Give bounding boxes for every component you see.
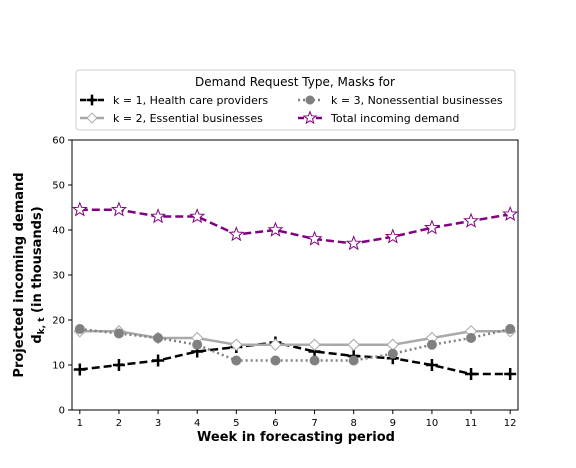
x-tick-label-7: 7 [311,418,317,429]
series-3-point-9 [387,348,398,359]
legend-label-2: k = 2, Essential businesses [113,112,263,125]
legend-label-4: Total incoming demand [330,112,459,125]
y-tick-label-10: 10 [52,361,65,372]
x-tick-label-3: 3 [155,418,161,429]
series-3-point-6 [270,355,281,366]
series-2-point-9 [386,338,400,351]
series-1 [73,336,517,380]
x-tick-label-6: 6 [272,418,278,429]
legend-label-1: k = 1, Health care providers [113,94,268,107]
x-axis: 1 2 3 4 5 6 7 8 9 10 11 12 [77,410,517,429]
series-3-point-3 [153,333,164,343]
x-tick-label-8: 8 [350,418,356,429]
series-3-point-7 [309,355,320,366]
series-1-point-11 [465,368,478,380]
series-1-point-3 [152,354,165,367]
series-4-point-2 [110,201,127,217]
series-3-point-4 [192,339,203,350]
y-tick-label-60: 60 [52,136,65,147]
y-tick-label-20: 20 [52,316,65,327]
x-tick-label-11: 11 [465,418,478,429]
series-3-point-12 [505,324,516,334]
series-1-point-10 [425,359,438,371]
y-axis-label-unit: (in thousands) [30,206,45,317]
legend-entry-1: k = 1, Health care providers [80,94,268,107]
series-4-point-11 [463,212,480,228]
series-1-point-2 [112,359,125,371]
x-tick-label-10: 10 [426,418,439,429]
series-2-point-7 [308,338,321,351]
series-4-point-5 [228,226,245,242]
legend-swatch-marker-2 [86,112,98,124]
series-2-point-5 [230,338,243,351]
series-line-2 [79,330,511,346]
series-4-point-12 [502,205,519,222]
series-4-point-4 [189,208,206,224]
series-2-point-8 [347,338,360,351]
series-4-point-6 [267,221,284,237]
x-tick-label-5: 5 [233,418,239,429]
series-layer [71,201,519,380]
y-axis-label-subscript: k, t [37,317,47,335]
legend-swatch-marker-3 [305,95,315,105]
series-1-point-1 [73,363,86,376]
x-tick-label-1: 1 [77,418,83,429]
x-tick-label-2: 2 [116,418,122,429]
y-axis-label-line2: dk, t (in thousands) [30,206,47,343]
legend-swatch-marker-4 [302,110,318,125]
x-axis-label: Week in forecasting period [197,430,395,445]
y-axis-label: Projected incoming demand dk, t (in thou… [12,172,47,377]
series-2-point-6 [269,338,282,351]
x-tick-label-9: 9 [390,418,396,429]
series-4-point-8 [345,235,362,251]
series-3-point-2 [113,328,124,339]
x-tick-label-12: 12 [504,418,517,429]
y-axis-label-line1: Projected incoming demand [12,172,27,377]
legend-entries: k = 1, Health care providers k = 2, Essen… [80,94,503,125]
series-4-point-3 [150,208,167,224]
legend-entry-2: k = 2, Essential businesses [80,112,263,125]
y-axis-label-variable: d [30,334,45,343]
series-4 [71,201,519,251]
legend-frame [75,69,516,131]
series-3-point-11 [466,333,477,343]
legend-label-3: k = 3, Nonessential businesses [331,94,503,107]
series-3 [74,324,516,366]
series-line-1 [79,341,511,376]
series-line-4 [79,208,511,245]
legend: Demand Request Type, Masks for k = 1, He… [75,69,516,131]
x-tick-label-4: 4 [194,418,200,429]
y-tick-label-50: 50 [52,181,65,192]
series-4-point-9 [384,228,401,244]
legend-entry-4: Total incoming demand [298,110,459,125]
legend-entry-3: k = 3, Nonessential businesses [298,94,503,107]
series-3-point-8 [348,355,359,366]
series-3-point-1 [74,324,85,334]
series-4-point-10 [423,219,440,235]
series-4-point-1 [71,201,88,217]
series-3-point-5 [231,355,242,366]
y-tick-label-30: 30 [52,271,65,282]
y-tick-label-40: 40 [52,226,65,237]
series-4-point-7 [306,230,323,246]
y-tick-label-0: 0 [59,406,65,417]
legend-swatch-marker-1 [86,94,98,106]
series-3-point-10 [426,339,437,350]
y-axis: 0 10 20 30 40 50 60 [52,136,72,417]
series-1-point-12 [504,368,517,380]
legend-title: Demand Request Type, Masks for [195,75,395,89]
